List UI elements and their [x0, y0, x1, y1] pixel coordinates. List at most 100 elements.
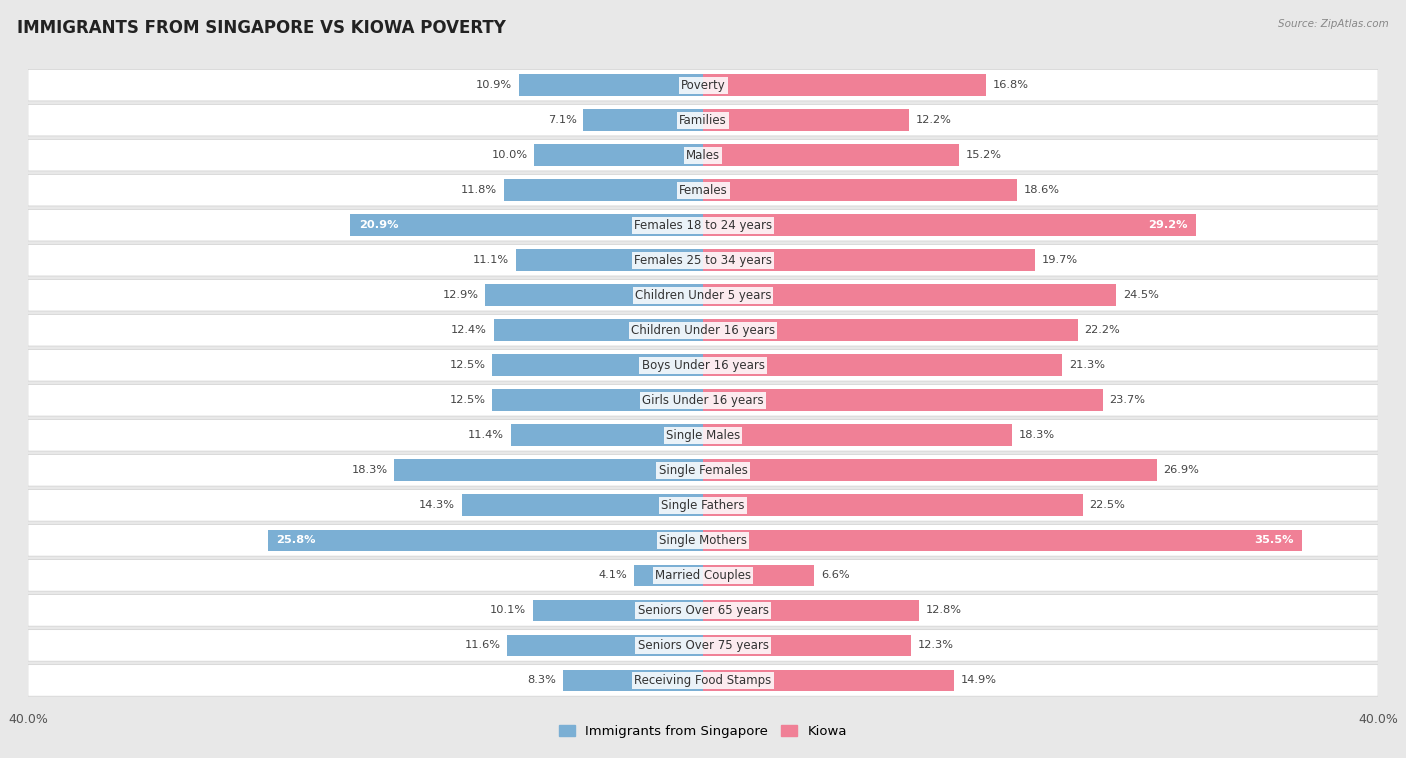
- Bar: [267, 530, 703, 551]
- Bar: [394, 459, 703, 481]
- Text: Single Females: Single Females: [658, 464, 748, 477]
- Text: 10.0%: 10.0%: [492, 150, 527, 160]
- Text: 11.6%: 11.6%: [464, 641, 501, 650]
- Text: 12.9%: 12.9%: [443, 290, 478, 300]
- Text: 35.5%: 35.5%: [1254, 535, 1294, 545]
- Text: 14.9%: 14.9%: [962, 675, 997, 685]
- Text: Receiving Food Stamps: Receiving Food Stamps: [634, 674, 772, 687]
- Bar: [494, 319, 703, 341]
- FancyBboxPatch shape: [28, 245, 1378, 276]
- FancyBboxPatch shape: [28, 174, 1378, 206]
- FancyBboxPatch shape: [28, 384, 1378, 416]
- Text: 4.1%: 4.1%: [599, 570, 627, 581]
- Bar: [562, 669, 703, 691]
- Bar: [583, 109, 703, 131]
- Bar: [703, 424, 1012, 446]
- Bar: [703, 669, 955, 691]
- Text: 8.3%: 8.3%: [527, 675, 557, 685]
- FancyBboxPatch shape: [28, 209, 1378, 241]
- Bar: [508, 634, 703, 656]
- Bar: [503, 180, 703, 201]
- FancyBboxPatch shape: [28, 455, 1378, 486]
- Text: 15.2%: 15.2%: [966, 150, 1002, 160]
- Text: Single Fathers: Single Fathers: [661, 499, 745, 512]
- Text: IMMIGRANTS FROM SINGAPORE VS KIOWA POVERTY: IMMIGRANTS FROM SINGAPORE VS KIOWA POVER…: [17, 19, 506, 37]
- FancyBboxPatch shape: [28, 420, 1378, 451]
- Text: Single Males: Single Males: [666, 429, 740, 442]
- Bar: [703, 530, 1302, 551]
- Text: 18.3%: 18.3%: [1018, 431, 1054, 440]
- Bar: [534, 144, 703, 166]
- Text: Males: Males: [686, 149, 720, 161]
- Bar: [703, 180, 1017, 201]
- Text: 23.7%: 23.7%: [1109, 396, 1146, 406]
- Bar: [516, 249, 703, 271]
- Text: 12.4%: 12.4%: [451, 325, 486, 335]
- Bar: [703, 355, 1063, 376]
- Text: Girls Under 16 years: Girls Under 16 years: [643, 394, 763, 407]
- Legend: Immigrants from Singapore, Kiowa: Immigrants from Singapore, Kiowa: [554, 720, 852, 744]
- Text: 20.9%: 20.9%: [359, 221, 398, 230]
- FancyBboxPatch shape: [28, 70, 1378, 101]
- Text: 24.5%: 24.5%: [1123, 290, 1159, 300]
- Text: 18.6%: 18.6%: [1024, 185, 1060, 196]
- Text: 25.8%: 25.8%: [276, 535, 315, 545]
- Text: Females: Females: [679, 183, 727, 196]
- Bar: [703, 284, 1116, 306]
- Bar: [703, 390, 1102, 411]
- Text: 22.2%: 22.2%: [1084, 325, 1121, 335]
- Text: 29.2%: 29.2%: [1147, 221, 1187, 230]
- Text: 11.8%: 11.8%: [461, 185, 498, 196]
- Bar: [533, 600, 703, 622]
- Text: 10.9%: 10.9%: [477, 80, 512, 90]
- Bar: [703, 565, 814, 586]
- FancyBboxPatch shape: [28, 490, 1378, 521]
- Text: 6.6%: 6.6%: [821, 570, 849, 581]
- FancyBboxPatch shape: [28, 630, 1378, 661]
- Text: 12.8%: 12.8%: [925, 606, 962, 615]
- Text: Children Under 16 years: Children Under 16 years: [631, 324, 775, 337]
- Text: 12.2%: 12.2%: [915, 115, 952, 125]
- Text: 10.1%: 10.1%: [489, 606, 526, 615]
- Text: Married Couples: Married Couples: [655, 569, 751, 582]
- Bar: [461, 494, 703, 516]
- Text: 21.3%: 21.3%: [1069, 360, 1105, 370]
- FancyBboxPatch shape: [28, 594, 1378, 626]
- Text: 12.3%: 12.3%: [917, 641, 953, 650]
- FancyBboxPatch shape: [28, 525, 1378, 556]
- FancyBboxPatch shape: [28, 349, 1378, 381]
- Bar: [634, 565, 703, 586]
- Text: Seniors Over 65 years: Seniors Over 65 years: [637, 604, 769, 617]
- Bar: [703, 319, 1077, 341]
- Bar: [350, 215, 703, 236]
- Bar: [519, 74, 703, 96]
- Bar: [485, 284, 703, 306]
- FancyBboxPatch shape: [28, 559, 1378, 591]
- Text: 11.1%: 11.1%: [472, 255, 509, 265]
- Bar: [703, 634, 911, 656]
- Text: 12.5%: 12.5%: [450, 360, 485, 370]
- Bar: [510, 424, 703, 446]
- Text: Seniors Over 75 years: Seniors Over 75 years: [637, 639, 769, 652]
- Text: 22.5%: 22.5%: [1090, 500, 1125, 510]
- Text: Single Mothers: Single Mothers: [659, 534, 747, 547]
- Bar: [492, 355, 703, 376]
- Bar: [703, 459, 1157, 481]
- FancyBboxPatch shape: [28, 665, 1378, 696]
- FancyBboxPatch shape: [28, 139, 1378, 171]
- Text: Source: ZipAtlas.com: Source: ZipAtlas.com: [1278, 19, 1389, 29]
- Text: 12.5%: 12.5%: [450, 396, 485, 406]
- Bar: [703, 249, 1035, 271]
- Text: 18.3%: 18.3%: [352, 465, 388, 475]
- Text: 16.8%: 16.8%: [993, 80, 1029, 90]
- FancyBboxPatch shape: [28, 105, 1378, 136]
- Bar: [703, 600, 920, 622]
- Text: Females 25 to 34 years: Females 25 to 34 years: [634, 254, 772, 267]
- Bar: [703, 494, 1083, 516]
- Text: 14.3%: 14.3%: [419, 500, 456, 510]
- Text: 7.1%: 7.1%: [547, 115, 576, 125]
- Text: 26.9%: 26.9%: [1164, 465, 1199, 475]
- Bar: [703, 74, 987, 96]
- Bar: [703, 215, 1195, 236]
- Text: Boys Under 16 years: Boys Under 16 years: [641, 359, 765, 371]
